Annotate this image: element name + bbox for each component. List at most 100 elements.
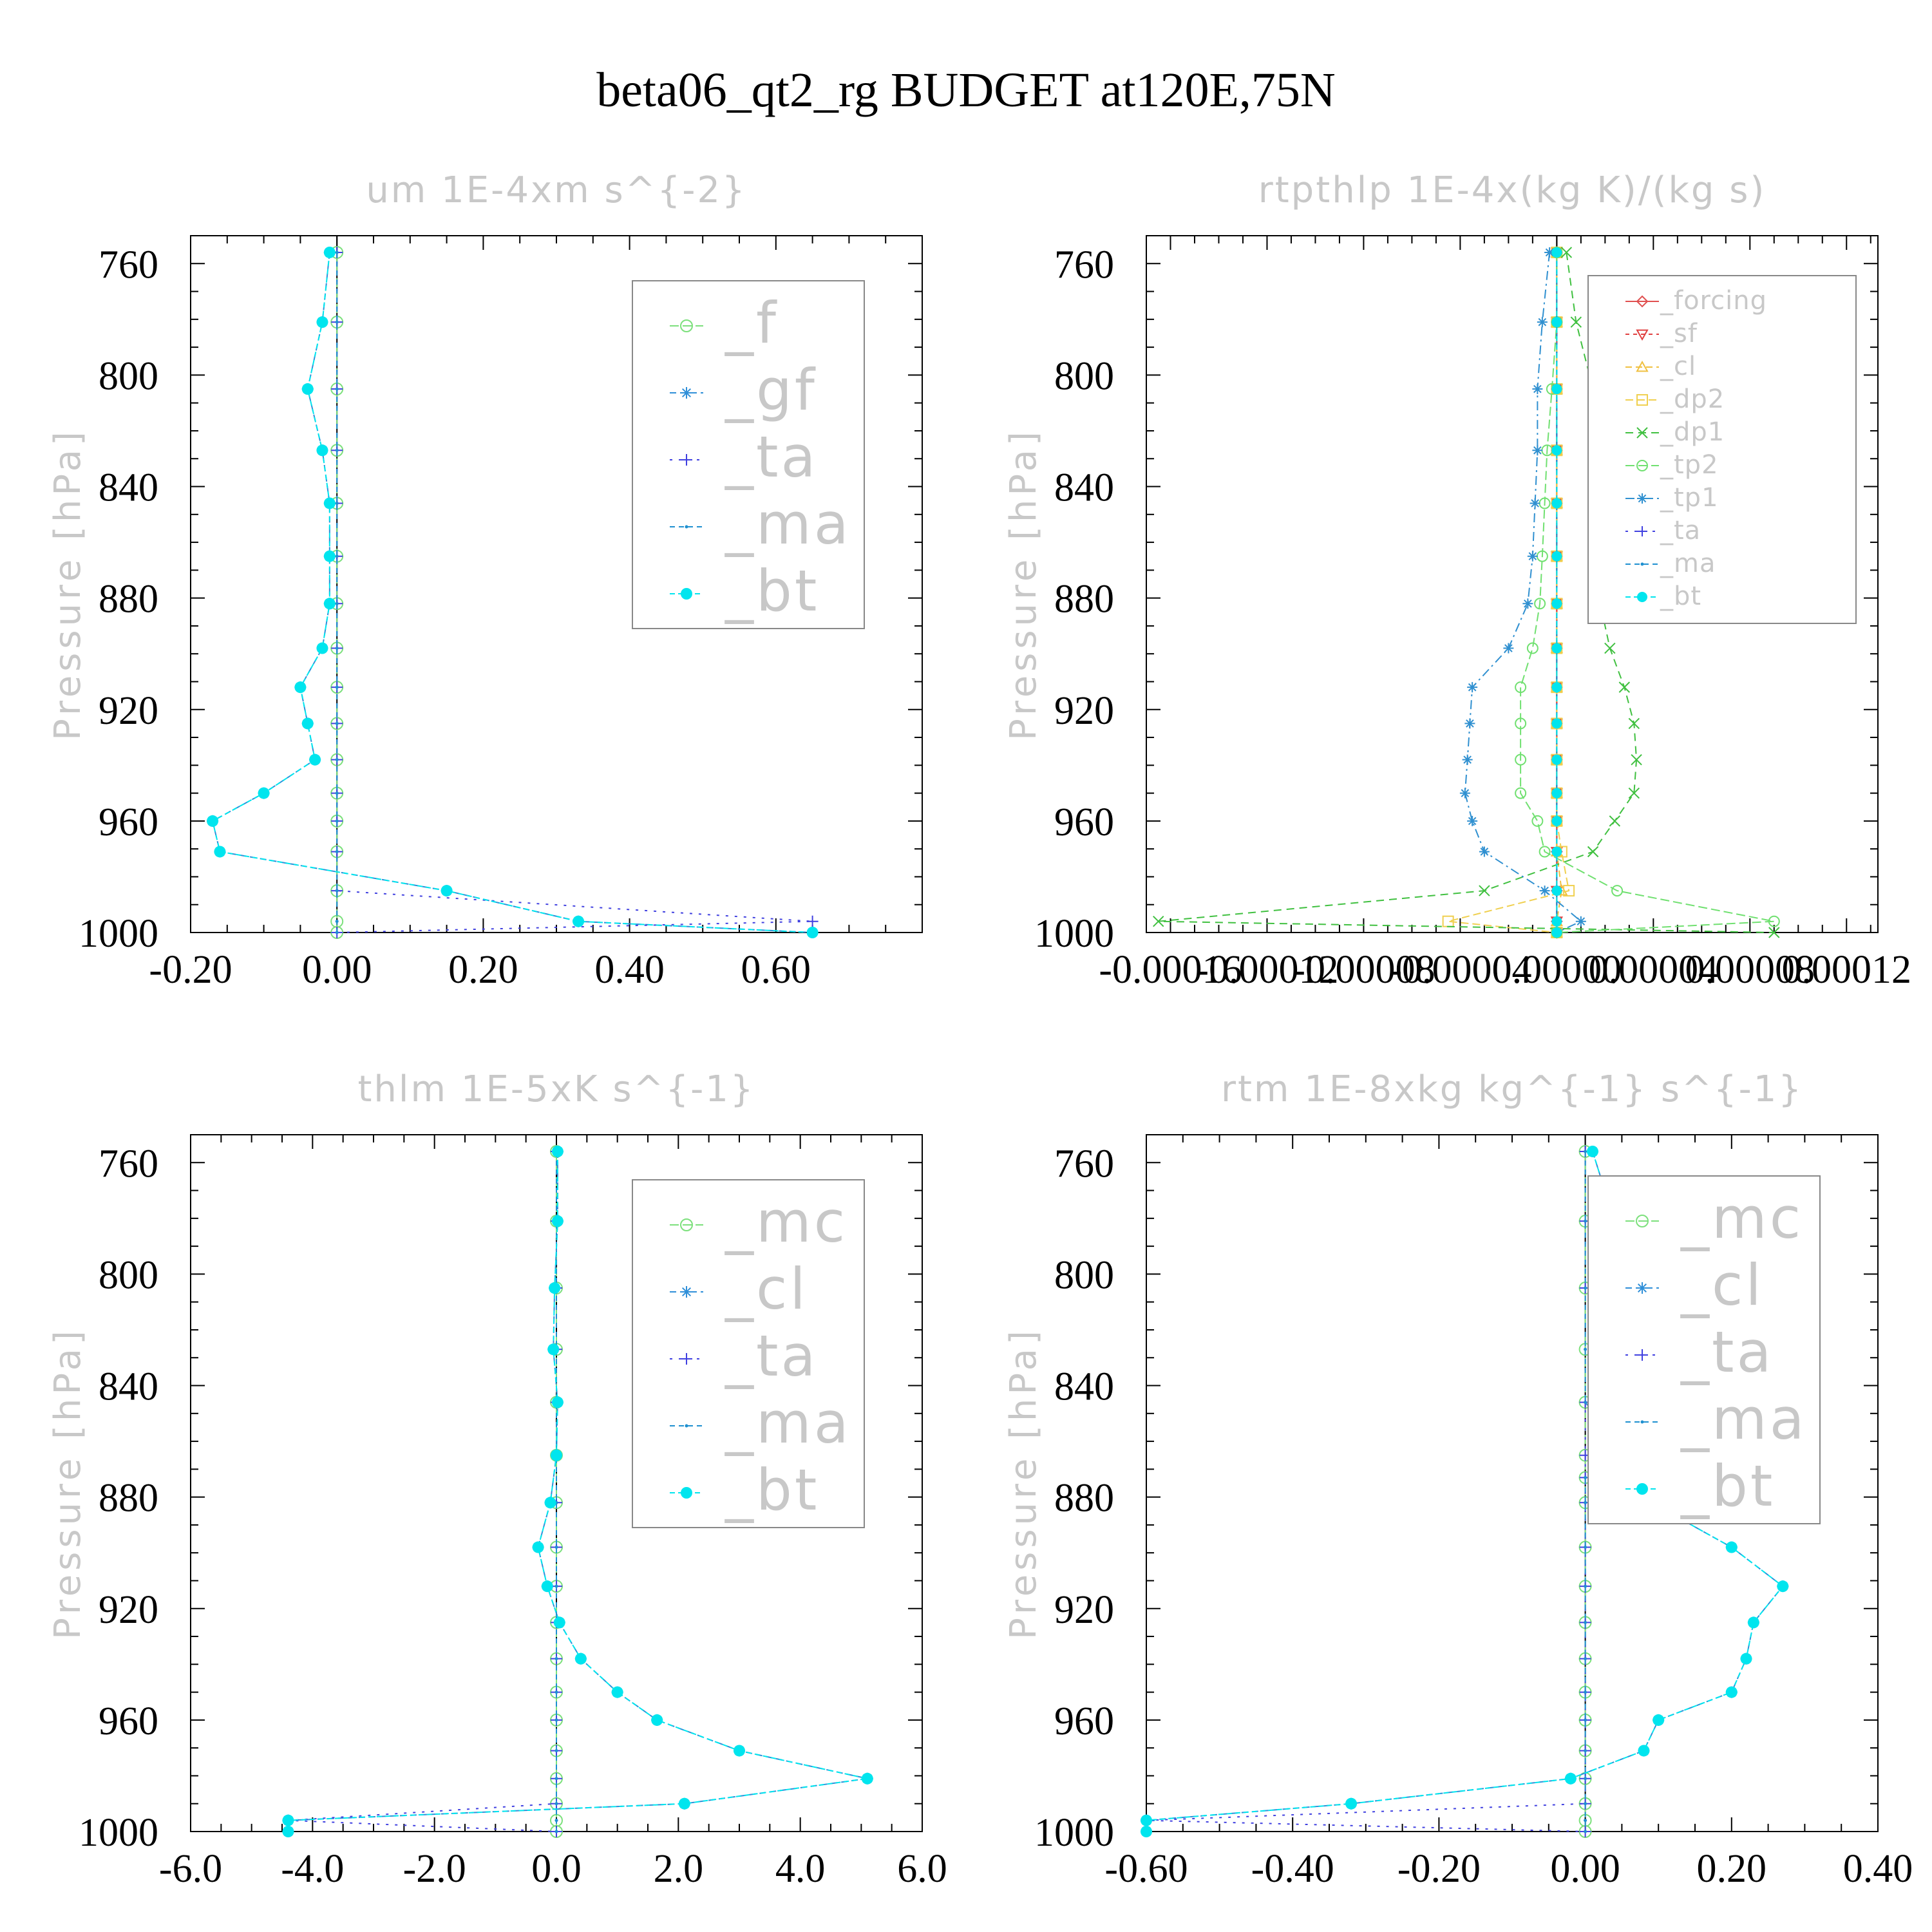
- legend: _mc_cl_ta_ma_bt: [632, 1179, 865, 1528]
- series-bt: [207, 246, 819, 938]
- data-point: [1653, 1714, 1665, 1726]
- data-point: [1467, 815, 1478, 826]
- data-point: [1527, 551, 1538, 562]
- y-tick-label: 760: [99, 243, 158, 287]
- data-point: [549, 1282, 561, 1294]
- data-point: [335, 501, 339, 505]
- legend: _mc_cl_ta_ma_bt: [1587, 1175, 1821, 1524]
- data-point: [1584, 1830, 1587, 1833]
- data-point: [1532, 445, 1543, 456]
- legend-label: _sf: [1660, 319, 1698, 348]
- data-point: [335, 920, 339, 923]
- data-point: [207, 815, 219, 827]
- data-point: [678, 1797, 690, 1810]
- data-point: [1584, 1546, 1587, 1549]
- data-point: [1551, 886, 1562, 896]
- legend-label: _ta: [724, 1323, 818, 1389]
- data-point: [1609, 815, 1621, 827]
- data-point: [1564, 1772, 1577, 1785]
- legend-label: _mc: [724, 1189, 848, 1255]
- data-point: [1551, 445, 1562, 456]
- legend-label: _bt: [1680, 1453, 1775, 1519]
- data-point: [551, 1145, 564, 1157]
- data-point: [1551, 916, 1562, 927]
- data-point: [861, 1772, 873, 1785]
- y-axis-label: Pressure [hPa]: [1003, 428, 1045, 741]
- legend-marker: [1637, 526, 1647, 536]
- data-point: [1515, 717, 1527, 730]
- y-tick-label: 1000: [1034, 1811, 1114, 1855]
- data-point: [1551, 643, 1562, 654]
- x-tick-label: -6.0: [159, 1847, 222, 1891]
- x-tick-label: -0.40: [1251, 1847, 1334, 1891]
- data-point: [335, 554, 339, 558]
- data-point: [1584, 1657, 1587, 1661]
- data-point: [335, 721, 339, 725]
- data-point: [1628, 717, 1640, 730]
- data-point: [1539, 886, 1550, 896]
- y-tick-label: 1000: [79, 912, 158, 956]
- data-point: [1534, 598, 1546, 610]
- x-tick-label: -0.00012: [1195, 948, 1338, 992]
- data-point: [1740, 1653, 1752, 1665]
- legend-box: [632, 1179, 865, 1528]
- x-tick-label: -0.20: [149, 948, 232, 992]
- x-tick-label: 6.0: [897, 1847, 947, 1891]
- y-tick-label: 840: [1054, 1365, 1114, 1409]
- data-point: [258, 787, 270, 799]
- legend-label: _bt: [724, 1457, 819, 1523]
- y-tick-label: 840: [99, 1365, 158, 1409]
- data-point: [323, 497, 336, 509]
- data-point: [1526, 642, 1539, 654]
- legend-label: _bt: [724, 558, 819, 624]
- data-point: [1551, 815, 1562, 826]
- data-point: [335, 931, 339, 934]
- data-point: [1575, 916, 1586, 927]
- x-tick-label: -0.60: [1104, 1847, 1188, 1891]
- data-point: [1584, 1501, 1587, 1504]
- legend-label: _ta: [724, 424, 818, 490]
- y-tick-label: 840: [99, 466, 158, 510]
- data-point: [554, 1819, 558, 1823]
- data-point: [335, 685, 339, 689]
- data-point: [1618, 681, 1631, 693]
- legend-marker: [1636, 295, 1649, 308]
- x-tick-label: -2.0: [403, 1847, 466, 1891]
- data-point: [532, 1541, 544, 1553]
- data-point: [1584, 1150, 1587, 1153]
- data-point: [335, 601, 339, 605]
- legend: _forcing _sf _cl _dp2_dp1_tp2_tp1 _ta _ma _bt: [1587, 275, 1857, 624]
- data-point: [551, 1449, 562, 1461]
- data-point: [335, 647, 339, 650]
- legend-marker: [680, 319, 693, 332]
- y-tick-label: 920: [1054, 689, 1114, 733]
- y-tick-label: 1000: [1034, 912, 1114, 956]
- data-point: [1631, 753, 1642, 766]
- y-axis-label: Pressure [hPa]: [47, 428, 89, 741]
- series-ta: [282, 1145, 562, 1837]
- data-point: [554, 1718, 558, 1722]
- plot-frame: [1146, 235, 1879, 933]
- data-point: [1725, 1686, 1738, 1698]
- y-tick-label: 960: [1054, 800, 1114, 844]
- data-point: [651, 1714, 663, 1726]
- data-point: [1584, 1819, 1587, 1823]
- data-point: [1604, 642, 1616, 654]
- series-ta: [1141, 1145, 1635, 1837]
- y-axis-label: Pressure [hPa]: [1003, 1327, 1045, 1640]
- y-tick-label: 920: [1054, 1588, 1114, 1632]
- data-point: [1777, 1580, 1789, 1593]
- series-line: [1146, 1151, 1631, 1832]
- legend-marker: [1636, 1349, 1648, 1361]
- data-point: [1584, 1718, 1587, 1722]
- y-tick-label: 880: [1054, 1477, 1114, 1520]
- legend-label: _tp2: [1660, 450, 1719, 480]
- legend-marker: [681, 387, 692, 399]
- data-point: [335, 819, 339, 823]
- legend: _f_gf_ta_ma_bt: [632, 280, 865, 629]
- panel-title: rtm 1E-8xkg kg^{-1} s^{-1}: [1221, 1068, 1803, 1110]
- legend-marker: [1636, 460, 1648, 471]
- data-point: [1515, 681, 1527, 694]
- panel-title: thlm 1E-5xK s^{-1}: [357, 1068, 755, 1110]
